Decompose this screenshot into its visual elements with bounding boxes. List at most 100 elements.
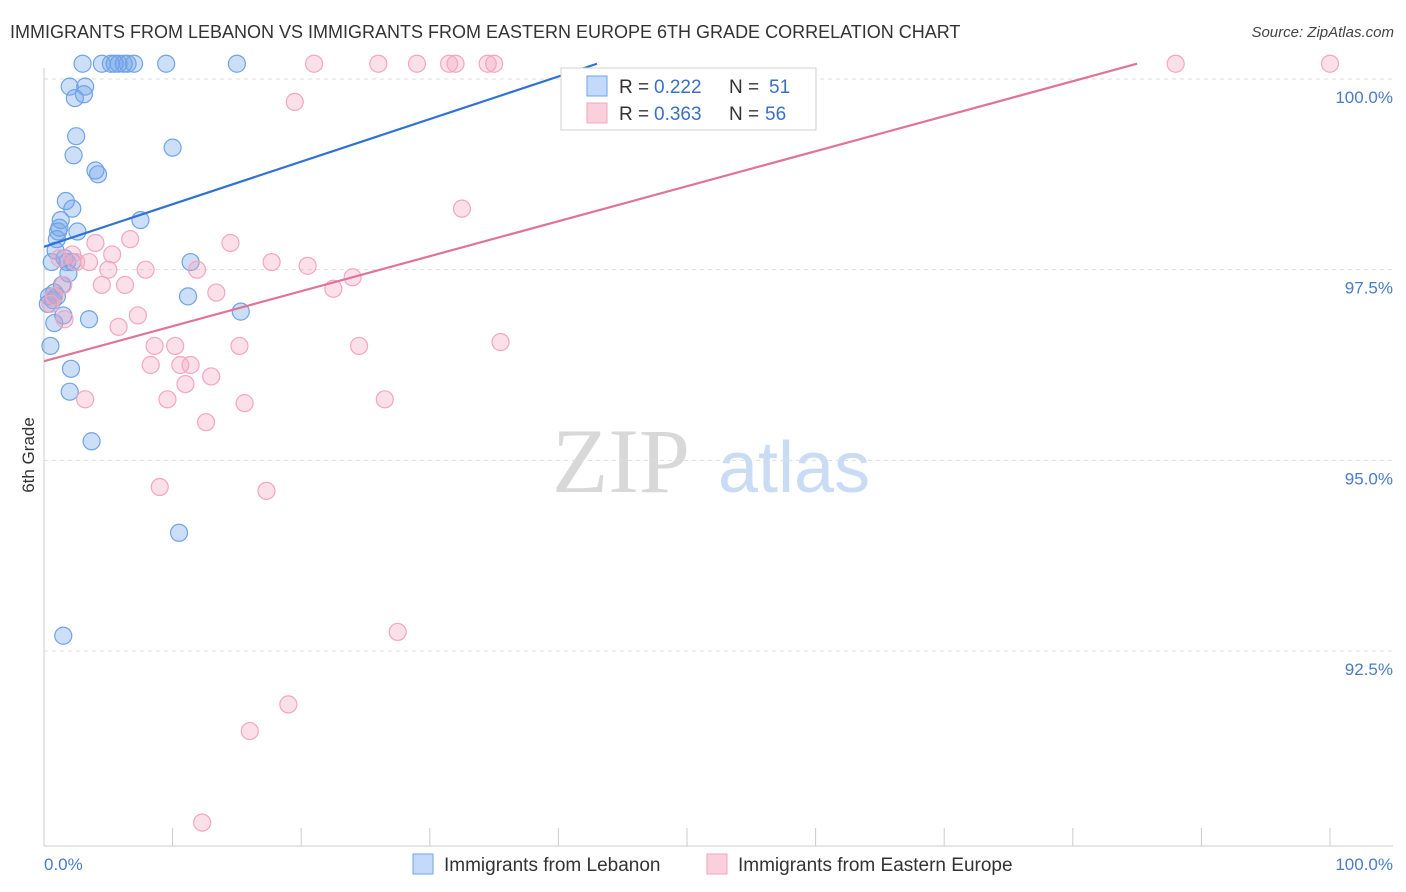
- point-series-0-9: [50, 218, 69, 237]
- point-series-0-27: [79, 310, 99, 329]
- point-series-0-19: [63, 199, 82, 218]
- point-series-1-4: [55, 310, 74, 329]
- point-series-1-7: [76, 390, 95, 409]
- point-series-1-53: [1166, 54, 1185, 73]
- point-series-0-18: [61, 359, 81, 378]
- point-series-0-21: [65, 88, 84, 108]
- point-series-1-42: [349, 336, 369, 356]
- bottom-legend-swatch-eastern-europe: [706, 853, 728, 875]
- point-series-1-52: [491, 333, 510, 352]
- point-series-0-41: [178, 287, 198, 306]
- legend-n-label-eastern-europe: N =: [729, 104, 759, 125]
- point-series-1-36: [279, 695, 298, 714]
- x-ticks: [172, 828, 1331, 846]
- point-series-0-40: [169, 523, 189, 542]
- point-series-1-3: [54, 275, 73, 295]
- point-series-1-15: [128, 306, 147, 325]
- y-axis-label: 6th Grade: [19, 417, 38, 493]
- point-series-1-11: [103, 245, 122, 264]
- point-series-0-31: [88, 165, 108, 184]
- point-series-0-39: [163, 138, 182, 157]
- legend-swatch-eastern-europe: [586, 102, 608, 124]
- point-series-0-2: [41, 336, 60, 356]
- point-series-0-24: [73, 54, 92, 73]
- point-series-1-10: [99, 260, 118, 279]
- point-series-1-8: [86, 233, 105, 253]
- point-series-0-20: [64, 146, 83, 165]
- watermark-zip: ZIP: [552, 410, 690, 512]
- point-series-1-34: [257, 481, 276, 500]
- y-tick-label-3: 92.5%: [1345, 660, 1393, 679]
- point-series-0-10: [51, 210, 70, 230]
- point-series-1-33: [240, 721, 259, 741]
- point-series-1-17: [141, 355, 160, 375]
- legend-n-value-lebanon: 51: [769, 77, 790, 98]
- trend-line-series-1: [43, 62, 1138, 363]
- point-series-1-38: [298, 256, 317, 275]
- point-series-1-6: [67, 252, 86, 272]
- point-series-1-44: [375, 390, 394, 409]
- y-tick-label-2: 95.0%: [1345, 469, 1393, 488]
- gridlines: [44, 78, 1393, 652]
- point-series-1-35: [262, 252, 281, 272]
- point-series-1-26: [193, 813, 212, 832]
- point-series-0-34: [114, 54, 133, 73]
- x-tick-label-right: 100.0%: [1335, 855, 1393, 874]
- point-series-1-16: [136, 260, 155, 279]
- point-series-1-30: [221, 233, 240, 253]
- point-series-1-55: [79, 252, 99, 272]
- point-series-1-45: [388, 622, 407, 642]
- point-series-1-32: [235, 394, 254, 413]
- legend-box: R = 0.222 N = 51 R = 0.363 N = 56: [560, 67, 817, 131]
- legend-r-label-lebanon: R =: [619, 77, 649, 98]
- point-series-1-20: [158, 390, 177, 409]
- point-series-0-28: [82, 432, 101, 451]
- bottom-legend-label-eastern-europe: Immigrants from Eastern Europe: [738, 855, 1013, 876]
- point-series-0-25: [76, 77, 95, 96]
- series-eastern-europe-points: [41, 54, 1340, 832]
- source-label: Source: ZipAtlas.com: [1251, 24, 1394, 41]
- legend-n-label-lebanon: N =: [729, 77, 759, 98]
- chart-title: IMMIGRANTS FROM LEBANON VS IMMIGRANTS FR…: [10, 22, 961, 42]
- point-series-1-22: [171, 355, 190, 375]
- point-series-1-23: [176, 374, 195, 394]
- series-lebanon-points: [38, 54, 250, 645]
- point-series-1-48: [446, 54, 465, 73]
- point-series-1-29: [207, 283, 226, 302]
- point-series-1-14: [121, 230, 140, 249]
- legend-n-value-eastern-europe: 56: [765, 104, 786, 125]
- bottom-legend: Immigrants from Lebanon Immigrants from …: [412, 853, 1013, 876]
- legend-r-value-eastern-europe: 0.363: [654, 104, 702, 125]
- legend-swatch-lebanon: [586, 75, 608, 97]
- point-series-1-46: [407, 54, 427, 73]
- point-series-0-46: [101, 54, 120, 73]
- point-series-1-54: [1320, 54, 1340, 73]
- point-series-1-12: [109, 317, 128, 336]
- point-series-1-28: [202, 367, 221, 386]
- trend-line-series-0: [43, 62, 598, 248]
- axes: [43, 68, 1393, 847]
- point-series-1-27: [196, 413, 216, 432]
- point-series-0-22: [67, 127, 86, 146]
- point-series-1-24: [181, 355, 200, 375]
- point-series-1-9: [92, 275, 111, 295]
- bottom-legend-label-lebanon: Immigrants from Lebanon: [444, 855, 661, 876]
- point-series-1-50: [478, 54, 497, 73]
- point-series-1-18: [145, 336, 164, 356]
- point-series-0-43: [227, 54, 246, 73]
- point-series-0-17: [60, 382, 79, 401]
- trend-lines: [43, 62, 1138, 363]
- point-series-0-29: [54, 626, 73, 645]
- point-series-1-49: [452, 199, 472, 218]
- point-series-1-47: [439, 54, 459, 73]
- point-series-1-37: [285, 92, 304, 111]
- legend-r-label-eastern-europe: R =: [619, 104, 649, 125]
- point-series-0-26: [74, 85, 93, 104]
- y-tick-label-1: 97.5%: [1345, 279, 1393, 298]
- point-series-0-23: [68, 222, 87, 241]
- point-series-1-19: [150, 477, 169, 497]
- point-series-1-51: [485, 54, 504, 73]
- watermark-atlas: atlas: [718, 428, 870, 508]
- point-series-1-25: [187, 260, 207, 279]
- y-tick-labels: 100.0% 97.5% 95.0% 92.5%: [1335, 88, 1393, 679]
